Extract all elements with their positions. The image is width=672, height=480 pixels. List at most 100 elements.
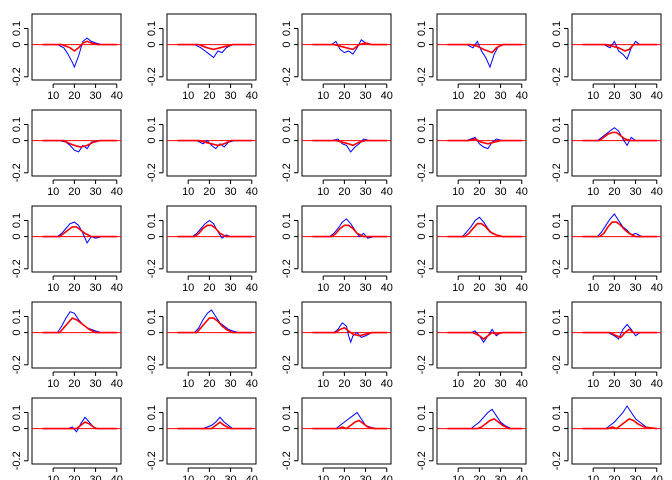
series-red-line [312,326,387,337]
y-tick-label: 0.1 [11,213,23,228]
x-tick-label: 10 [452,186,464,198]
x-tick-label: 20 [203,186,215,198]
x-tick-label: 10 [452,378,464,390]
series-red-line [42,139,117,148]
x-tick-label: 20 [203,378,215,390]
x-tick-label: 40 [381,282,393,294]
x-tick-label: 10 [182,186,194,198]
y-tick-label: -0.2 [551,163,563,182]
y-tick-label: -0.2 [146,259,158,278]
panel-20: 10 20 30 40 -0.2 0 0.1 [551,301,663,390]
x-tick-label: 20 [473,186,485,198]
y-tick-label: 0.1 [146,117,158,132]
panel-4: 10 20 30 40 -0.2 0 0.1 [416,13,528,102]
x-tick-label: 10 [47,378,59,390]
series-red-line [582,417,657,430]
x-tick-label: 40 [111,186,123,198]
series-red-line [42,40,117,53]
panel-9: 10 20 30 40 -0.2 0 0.1 [416,109,528,198]
y-tick-label: 0.1 [146,21,158,36]
x-tick-label: 10 [47,90,59,102]
x-tick-label: 40 [651,186,663,198]
x-tick-label: 40 [516,90,528,102]
y-tick-label: -0.2 [551,67,563,86]
y-tick-label: 0.1 [146,309,158,324]
panel-frame [571,205,662,273]
x-tick-label: 10 [587,378,599,390]
series-red-line [447,43,522,54]
panel-frame [166,109,257,177]
y-tick-label: -0.2 [146,163,158,182]
y-tick-label: -0.2 [281,67,293,86]
series-red-line [177,224,252,238]
x-tick-label: 30 [224,90,236,102]
panel-5: 10 20 30 40 -0.2 0 0.1 [551,13,663,102]
series-red-line [447,138,522,145]
y-tick-label: 0.1 [281,21,293,36]
y-tick-label: 0.1 [416,405,428,420]
y-tick-label: 0.1 [416,117,428,132]
x-tick-label: 40 [111,474,123,480]
y-tick-label: -0.2 [11,67,23,86]
x-tick-label: 10 [452,282,464,294]
panel-frame [31,205,122,273]
panel-frame [166,397,257,465]
panel-frame [571,109,662,177]
panel-frame [301,205,392,273]
x-tick-label: 30 [494,90,506,102]
x-tick-label: 10 [182,378,194,390]
y-tick-label: 0.1 [11,117,23,132]
series-red-line [177,421,252,430]
panel-frame [166,205,257,273]
panel-2: 10 20 30 40 -0.2 0 0.1 [146,13,258,102]
x-tick-label: 10 [317,90,329,102]
x-tick-label: 10 [587,474,599,480]
x-tick-label: 20 [68,186,80,198]
panel-frame [571,13,662,81]
x-tick-label: 20 [68,378,80,390]
x-tick-label: 40 [246,378,258,390]
x-tick-label: 10 [47,186,59,198]
x-tick-label: 30 [224,282,236,294]
series-blue-line [177,139,252,150]
y-tick-label: -0.2 [416,163,428,182]
panel-frame [436,109,527,177]
x-tick-label: 30 [494,186,506,198]
panel-17: 10 20 30 40 -0.2 0 0.1 [146,301,258,390]
panel-15: 10 20 30 40 -0.2 0 0.1 [551,205,663,294]
series-red-line [177,317,252,334]
y-tick-label: 0.1 [281,117,293,132]
y-tick-label: 0 [146,138,158,144]
series-blue-line [582,213,657,238]
y-tick-label: 0 [551,426,563,432]
y-tick-label: -0.2 [146,451,158,470]
series-blue-line [42,416,117,433]
x-tick-label: 20 [608,282,620,294]
y-tick-label: -0.2 [11,163,23,182]
x-tick-label: 20 [338,378,350,390]
series-blue-line [177,309,252,334]
series-red-line [312,419,387,430]
x-tick-label: 10 [317,378,329,390]
x-tick-label: 20 [473,90,485,102]
x-tick-label: 30 [629,90,641,102]
x-tick-label: 30 [494,474,506,480]
x-tick-label: 30 [494,378,506,390]
series-red-line [582,221,657,238]
series-blue-line [582,127,657,147]
panel-23: 10 20 30 40 -0.2 0 0.1 [281,397,393,480]
panel-frame [301,397,392,465]
panel-frame [31,397,122,465]
panel-frame [571,301,662,369]
series-red-line [582,43,657,52]
series-blue-line [177,219,252,239]
series-red-line [177,43,252,51]
panel-frame [301,301,392,369]
series-red-line [582,328,657,339]
y-tick-label: 0 [146,426,158,432]
x-tick-label: 30 [224,378,236,390]
y-tick-label: -0.2 [416,67,428,86]
panel-18: 10 20 30 40 -0.2 0 0.1 [281,301,393,390]
y-tick-label: 0.1 [281,405,293,420]
x-tick-label: 30 [629,378,641,390]
